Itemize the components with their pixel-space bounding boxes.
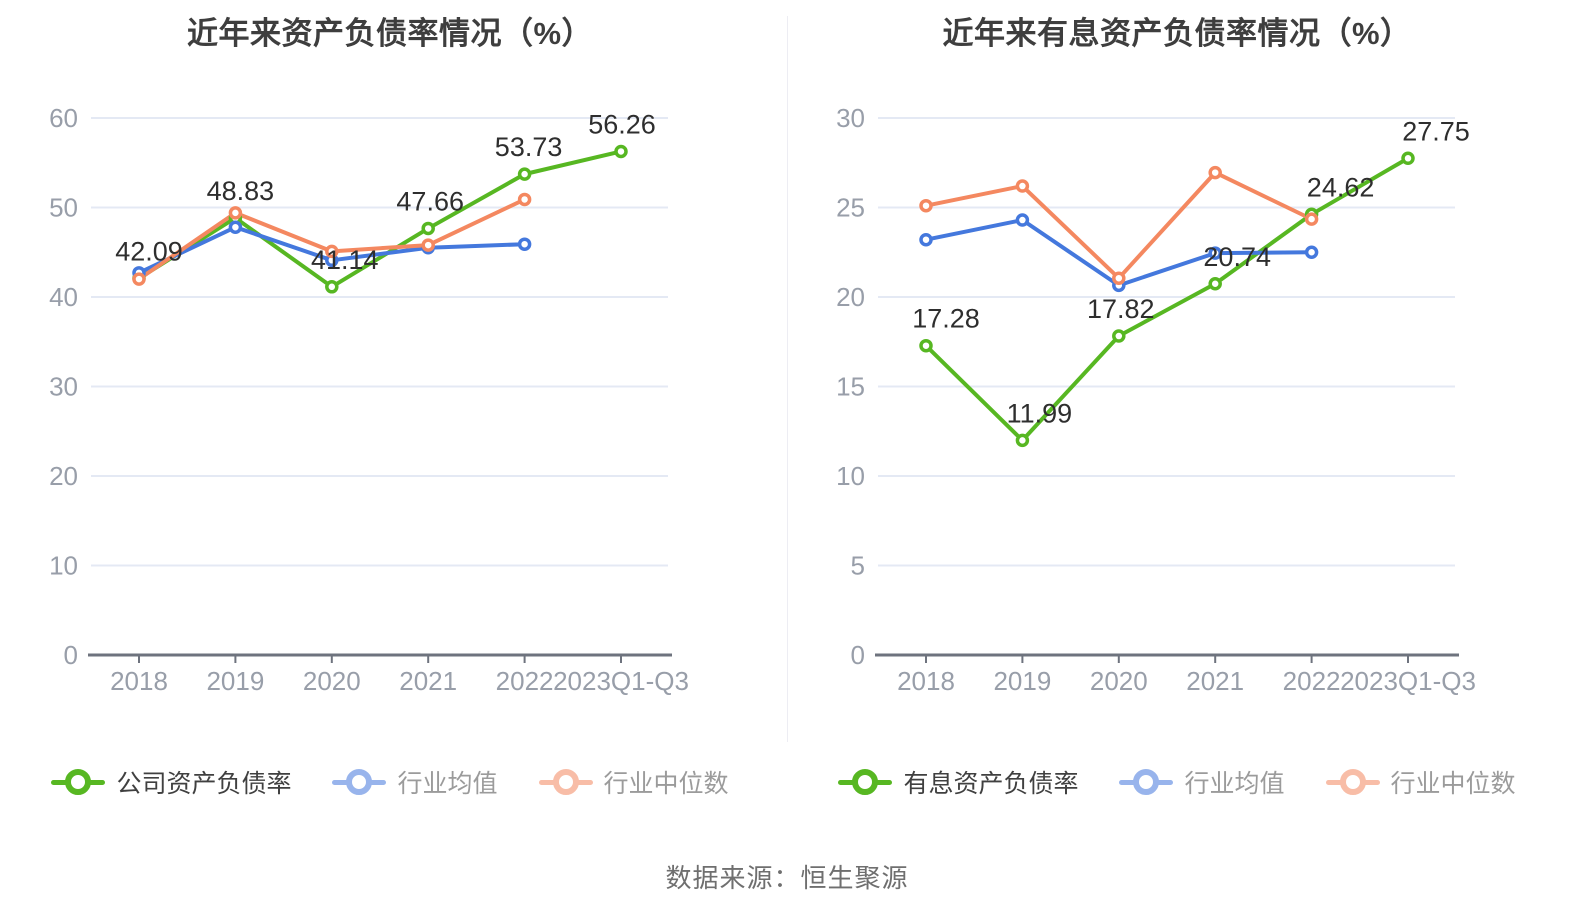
y-axis-tick-label: 20 bbox=[49, 461, 78, 491]
legend-item-industry-median[interactable]: 行业中位数 bbox=[1325, 764, 1516, 800]
line-chart-debt-ratio: 0 10 20 30 40 50 60 2018 2019 2020 2021 2022 2023Q1-… bbox=[49, 103, 689, 696]
y-axis-tick-label: 0 bbox=[851, 640, 865, 670]
data-point-marker-industry_median bbox=[325, 244, 339, 259]
y-axis-tick-label: 25 bbox=[836, 193, 865, 223]
data-point-marker-company bbox=[325, 280, 339, 294]
chart-legend: 公司资产负债率 行业均值 行业中位数 bbox=[10, 764, 770, 800]
legend-item-interest-bearing-debt-ratio[interactable]: 有息资产负债率 bbox=[838, 764, 1078, 800]
data-point-label: 11.99 bbox=[1007, 398, 1073, 428]
y-axis-tick-label: 0 bbox=[64, 640, 78, 670]
legend-item-industry-median[interactable]: 行业中位数 bbox=[538, 764, 729, 800]
x-axis-tick-label: 2020 bbox=[303, 666, 361, 696]
y-axis-tick-label: 50 bbox=[49, 193, 78, 223]
legend-label: 行业中位数 bbox=[1390, 770, 1516, 798]
data-point-marker-industry_median bbox=[919, 198, 933, 213]
legend-item-industry-average[interactable]: 行业均值 bbox=[1119, 764, 1285, 800]
legend-line-marker-icon bbox=[332, 769, 387, 795]
y-axis-tick-label: 10 bbox=[49, 551, 78, 581]
data-point-marker-industry_median bbox=[517, 192, 532, 207]
data-point-label: 41.14 bbox=[311, 245, 379, 275]
x-axis-tick-label: 2021 bbox=[1186, 666, 1244, 696]
data-point-marker-industry_avg bbox=[1208, 246, 1222, 260]
data-point-marker-company bbox=[1401, 151, 1415, 166]
legend-line-marker-icon bbox=[1119, 769, 1174, 795]
data-point-label: 42.09 bbox=[115, 236, 183, 266]
data-point-marker-company bbox=[1112, 329, 1126, 343]
data-point-marker-industry_median bbox=[132, 272, 146, 286]
x-axis-tick-label: 2020 bbox=[1090, 666, 1148, 696]
x-axis-tick-label: 2018 bbox=[110, 666, 168, 696]
y-axis-tick-label: 40 bbox=[49, 282, 78, 312]
legend-item-industry-average[interactable]: 行业均值 bbox=[332, 764, 498, 800]
y-axis-tick-label: 20 bbox=[836, 282, 865, 312]
data-point-label: 48.83 bbox=[207, 176, 275, 206]
chart-panel-interest-bearing-debt-ratio: 近年来有息资产负债率情况（%） 0 5 10 15 20 25 30 2018 2019 2020… bbox=[787, 0, 1574, 918]
x-axis-tick-label: 2022 bbox=[1283, 666, 1341, 696]
data-point-label: 53.73 bbox=[495, 132, 563, 162]
legend-label: 公司资产负债率 bbox=[116, 770, 292, 798]
x-axis-tick-label: 2022 bbox=[496, 666, 554, 696]
x-axis-tick-label: 2018 bbox=[897, 666, 955, 696]
chart-legend: 有息资产负债率 行业均值 行业中位数 bbox=[797, 764, 1557, 800]
data-point-marker-industry_avg bbox=[1015, 213, 1030, 227]
data-point-marker-industry_avg bbox=[919, 232, 933, 247]
data-point-marker-industry_median bbox=[1208, 165, 1222, 180]
y-axis-tick-label: 10 bbox=[836, 461, 865, 491]
legend-line-marker-icon bbox=[538, 769, 593, 795]
data-point-label: 17.28 bbox=[912, 304, 980, 334]
data-point-marker-industry_median bbox=[1112, 271, 1126, 285]
data-point-marker-industry_avg bbox=[517, 237, 532, 251]
x-axis-tick-label: 2023Q1-Q3 bbox=[1340, 666, 1476, 696]
legend-label: 行业均值 bbox=[397, 770, 498, 798]
chart-title: 近年来资产负债率情况（%） bbox=[186, 16, 594, 51]
data-point-marker-company bbox=[421, 221, 435, 236]
data-point-marker-industry_median bbox=[1015, 179, 1030, 193]
data-point-label: 20.74 bbox=[1203, 242, 1271, 272]
legend-item-company-debt-ratio[interactable]: 公司资产负债率 bbox=[51, 764, 291, 800]
legend-label: 有息资产负债率 bbox=[903, 770, 1079, 798]
x-axis-tick-label: 2021 bbox=[399, 666, 457, 696]
legend-label: 行业中位数 bbox=[603, 770, 729, 798]
legend-line-marker-icon bbox=[51, 769, 106, 795]
data-source-note: 数据来源：恒生聚源 bbox=[665, 863, 909, 893]
chart-panel-debt-ratio: 近年来资产负债率情况（%） 0 10 20 30 40 50 60 2018 2019 2020 2… bbox=[10, 16, 770, 800]
legend-line-marker-icon bbox=[838, 769, 893, 795]
data-point-marker-company bbox=[1208, 277, 1222, 291]
data-point-marker-company bbox=[614, 144, 628, 159]
data-point-marker-industry_median bbox=[1304, 212, 1319, 226]
data-point-marker-company bbox=[1015, 433, 1030, 448]
data-point-label: 56.26 bbox=[588, 109, 656, 139]
chart-title: 近年来有息资产负债率情况（%） bbox=[942, 16, 1412, 51]
data-point-marker-industry_median bbox=[421, 238, 435, 252]
data-point-label: 24.62 bbox=[1307, 172, 1375, 202]
x-axis-tick-label: 2019 bbox=[206, 666, 264, 696]
legend-label: 行业均值 bbox=[1184, 770, 1285, 798]
data-point-label: 17.82 bbox=[1087, 294, 1155, 324]
y-axis-tick-label: 60 bbox=[49, 103, 78, 133]
y-axis-tick-label: 30 bbox=[836, 103, 865, 133]
series-line-company bbox=[137, 149, 623, 289]
data-point-marker-industry_avg bbox=[1304, 245, 1319, 259]
data-point-marker-company bbox=[517, 167, 532, 181]
panel-divider bbox=[787, 16, 788, 742]
data-point-marker-industry_median bbox=[228, 206, 243, 220]
data-point-label: 47.66 bbox=[396, 186, 464, 216]
x-axis-tick-label: 2023Q1-Q3 bbox=[553, 666, 689, 696]
y-axis-tick-label: 15 bbox=[836, 372, 865, 402]
x-axis-tick-label: 2019 bbox=[993, 666, 1051, 696]
data-point-label: 27.75 bbox=[1402, 116, 1470, 146]
y-axis-tick-label: 5 bbox=[851, 551, 865, 581]
series-line-company bbox=[924, 156, 1410, 443]
legend-line-marker-icon bbox=[1325, 769, 1380, 795]
y-axis-tick-label: 30 bbox=[49, 372, 78, 402]
data-point-marker-industry_avg bbox=[228, 220, 243, 234]
data-point-marker-company bbox=[919, 338, 933, 353]
line-chart-interest-bearing-debt-ratio: 0 5 10 15 20 25 30 2018 2019 2020 2021 2022 2023Q1-Q… bbox=[836, 103, 1476, 696]
